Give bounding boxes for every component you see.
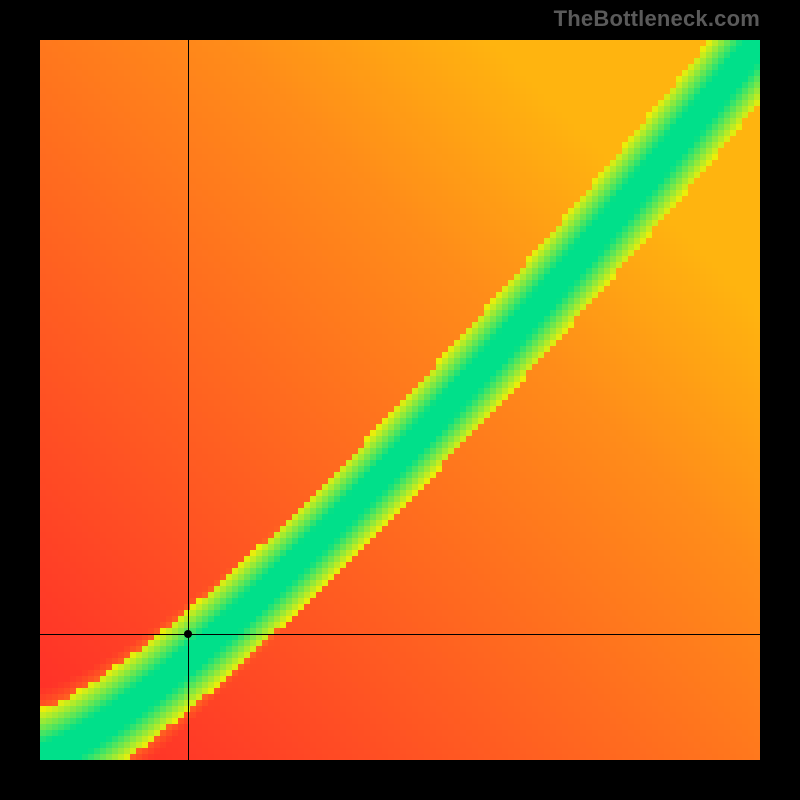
heatmap-plot-area [40,40,760,760]
chart-container: TheBottleneck.com [0,0,800,800]
watermark-text: TheBottleneck.com [554,6,760,32]
heatmap-canvas [40,40,760,760]
